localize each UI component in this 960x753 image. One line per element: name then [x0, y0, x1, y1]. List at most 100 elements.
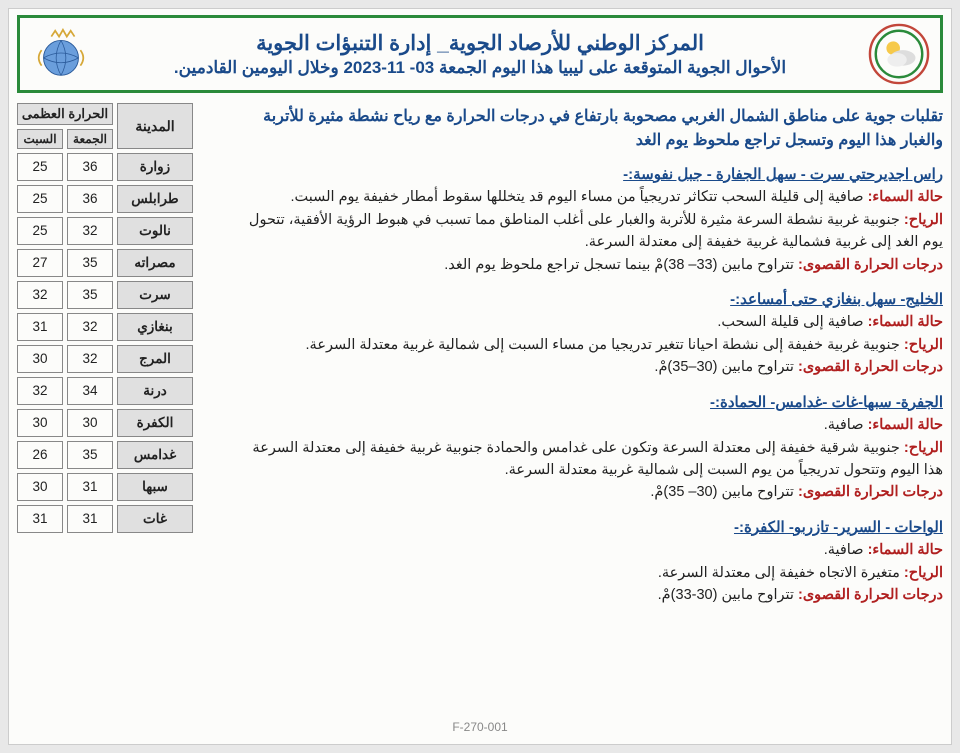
temp-saturday: 31 [17, 313, 63, 341]
temp-saturday: 27 [17, 249, 63, 277]
city-cell: سرت [117, 281, 193, 309]
temperature-table-area: المدينة الحرارة العظمى الجمعة السبت زوار… [17, 103, 229, 703]
region-wind-line: الرياح: جنوبية غربية نشطة السرعة مثيرة ل… [241, 209, 943, 254]
city-cell: طرابلس [117, 185, 193, 213]
temp-friday: 35 [67, 281, 113, 309]
wind-text: جنوبية شرقية خفيفة إلى معتدلة السرعة وتك… [252, 440, 943, 478]
footer-document-code: F-270-001 [9, 720, 951, 734]
header-title: المركز الوطني للأرصاد الجوية_ إدارة التن… [102, 31, 858, 56]
th-day-friday: الجمعة [67, 129, 113, 149]
temp-saturday: 25 [17, 185, 63, 213]
maxtemp-label: درجات الحرارة القصوى: [798, 359, 943, 375]
region-sky-line: حالة السماء: صافية. [241, 539, 943, 561]
city-cell: مصراته [117, 249, 193, 277]
temp-friday: 32 [67, 345, 113, 373]
city-cell: بنغازي [117, 313, 193, 341]
maxtemp-text: تتراوح مابين (30– 35)مْ. [650, 484, 794, 500]
national-center-logo [866, 21, 932, 87]
maxtemp-label: درجات الحرارة القصوى: [798, 587, 943, 603]
wind-text: متغيرة الاتجاه خفيفة إلى معتدلة السرعة. [658, 565, 900, 581]
header-text-block: المركز الوطني للأرصاد الجوية_ إدارة التن… [102, 31, 858, 78]
region-block: راس اجديرحتي سرت - سهل الجفارة - جبل نفو… [241, 163, 943, 276]
region-sky-line: حالة السماء: صافية. [241, 414, 943, 436]
maxtemp-label: درجات الحرارة القصوى: [798, 257, 943, 273]
wind-label: الرياح: [904, 212, 943, 228]
region-sky-line: حالة السماء: صافية إلى قليلة السحب. [241, 311, 943, 333]
region-wind-line: الرياح: جنوبية شرقية خفيفة إلى معتدلة ال… [241, 437, 943, 482]
sky-label: حالة السماء: [868, 314, 943, 330]
region-title: الواحات - السرير- تازربو- الكفرة:- [241, 516, 943, 539]
region-maxtemp-line: درجات الحرارة القصوى: تتراوح مابين (30–3… [241, 356, 943, 378]
region-wind-line: الرياح: جنوبية غربية خفيفة إلى نشطة احيا… [241, 334, 943, 356]
city-cell: سبها [117, 473, 193, 501]
wind-label: الرياح: [904, 565, 943, 581]
sky-label: حالة السماء: [868, 542, 943, 558]
cloud-sun-logo-icon [868, 23, 930, 85]
city-cell: زوارة [117, 153, 193, 181]
temp-saturday: 25 [17, 217, 63, 245]
region-block: الواحات - السرير- تازربو- الكفرة:-حالة ا… [241, 516, 943, 607]
temp-friday: 32 [67, 217, 113, 245]
maxtemp-text: تتراوح مابين (33– 38)مْ بينما تسجل تراجع… [444, 257, 794, 273]
region-title: الجفرة- سبها-غات -غدامس- الحمادة:- [241, 391, 943, 414]
wind-text: جنوبية غربية خفيفة إلى نشطة احيانا تتغير… [306, 337, 900, 353]
region-block: الخليج- سهل بنغازي حتى أمساعد:-حالة السم… [241, 288, 943, 379]
header-banner: المركز الوطني للأرصاد الجوية_ إدارة التن… [17, 15, 943, 93]
th-max: الحرارة العظمى [17, 103, 113, 125]
temp-friday: 31 [67, 505, 113, 533]
city-cell: غات [117, 505, 193, 533]
region-wind-line: الرياح: متغيرة الاتجاه خفيفة إلى معتدلة … [241, 562, 943, 584]
temp-friday: 30 [67, 409, 113, 437]
temp-friday: 35 [67, 441, 113, 469]
region-maxtemp-line: درجات الحرارة القصوى: تتراوح مابين (33– … [241, 254, 943, 276]
header-subtitle: الأحوال الجوية المتوقعة على ليبيا هذا ال… [102, 58, 858, 78]
wind-label: الرياح: [904, 440, 943, 456]
city-cell: المرج [117, 345, 193, 373]
temp-friday: 35 [67, 249, 113, 277]
region-maxtemp-line: درجات الحرارة القصوى: تتراوح مابين (30-3… [241, 584, 943, 606]
th-city: المدينة [117, 103, 193, 149]
temperature-table: المدينة الحرارة العظمى الجمعة السبت زوار… [17, 103, 229, 533]
temp-saturday: 25 [17, 153, 63, 181]
maxtemp-text: تتراوح مابين (30–35)مْ. [654, 359, 794, 375]
temp-friday: 36 [67, 185, 113, 213]
temp-saturday: 32 [17, 281, 63, 309]
region-maxtemp-line: درجات الحرارة القصوى: تتراوح مابين (30– … [241, 481, 943, 503]
maxtemp-label: درجات الحرارة القصوى: [798, 484, 943, 500]
temp-friday: 34 [67, 377, 113, 405]
temp-saturday: 26 [17, 441, 63, 469]
sky-text: صافية إلى قليلة السحب تتكاثر تدريجياً من… [291, 189, 864, 205]
regions-container: راس اجديرحتي سرت - سهل الجفارة - جبل نفو… [241, 163, 943, 607]
temp-saturday: 30 [17, 473, 63, 501]
city-cell: الكفرة [117, 409, 193, 437]
city-cell: نالوت [117, 217, 193, 245]
sky-text: صافية إلى قليلة السحب. [717, 314, 863, 330]
temp-friday: 31 [67, 473, 113, 501]
temp-friday: 32 [67, 313, 113, 341]
th-day-saturday: السبت [17, 129, 63, 149]
wmo-logo [28, 21, 94, 87]
maxtemp-text: تتراوح مابين (30-33)مْ. [658, 587, 794, 603]
region-block: الجفرة- سبها-غات -غدامس- الحمادة:-حالة ا… [241, 391, 943, 504]
wind-text: جنوبية غربية نشطة السرعة مثيرة للأتربة و… [249, 212, 943, 250]
sky-text: صافية. [824, 417, 864, 433]
temp-saturday: 32 [17, 377, 63, 405]
city-cell: غدامس [117, 441, 193, 469]
forecast-text-column: تقلبات جوية على مناطق الشمال الغربي مصحو… [241, 103, 943, 703]
wmo-globe-icon [30, 23, 92, 85]
sky-label: حالة السماء: [868, 189, 943, 205]
weather-bulletin-page: المركز الوطني للأرصاد الجوية_ إدارة التن… [8, 8, 952, 745]
temp-saturday: 30 [17, 409, 63, 437]
region-title: راس اجديرحتي سرت - سهل الجفارة - جبل نفو… [241, 163, 943, 186]
sky-text: صافية. [824, 542, 864, 558]
body-area: تقلبات جوية على مناطق الشمال الغربي مصحو… [17, 103, 943, 703]
city-cell: درنة [117, 377, 193, 405]
region-title: الخليج- سهل بنغازي حتى أمساعد:- [241, 288, 943, 311]
summary-text: تقلبات جوية على مناطق الشمال الغربي مصحو… [241, 105, 943, 153]
temp-saturday: 31 [17, 505, 63, 533]
sky-label: حالة السماء: [868, 417, 943, 433]
temp-saturday: 30 [17, 345, 63, 373]
wind-label: الرياح: [904, 337, 943, 353]
temp-friday: 36 [67, 153, 113, 181]
region-sky-line: حالة السماء: صافية إلى قليلة السحب تتكاث… [241, 186, 943, 208]
